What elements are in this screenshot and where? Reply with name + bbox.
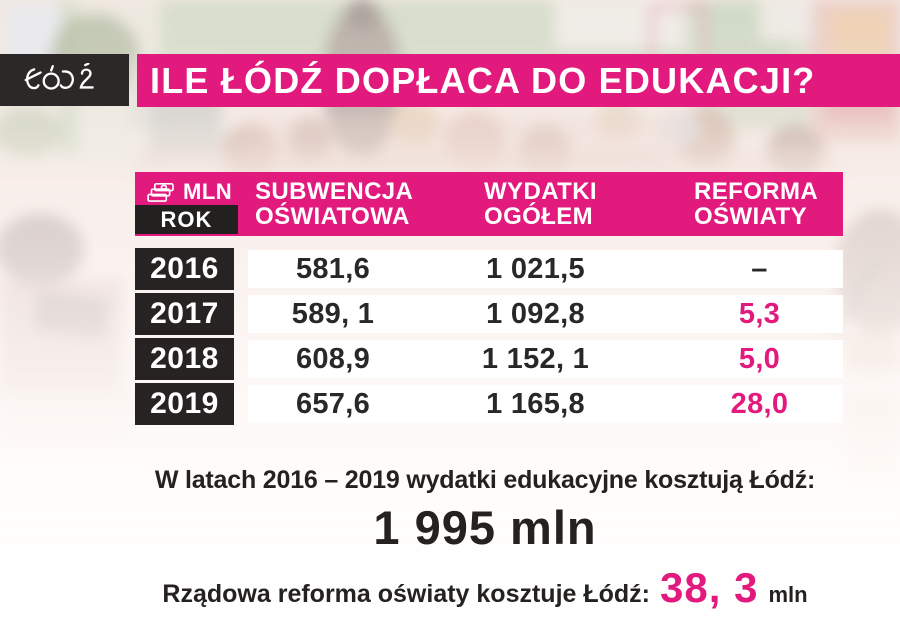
table-header: MLN ROK SUBWENCJA OŚWIATOWA WYDATKI OGÓŁ… [135, 172, 843, 236]
year-cell: 2016 [135, 248, 234, 290]
subwencja-value: 657,6 [295, 387, 371, 420]
reforma-value: 5,0 [738, 342, 781, 375]
year-cell: 2019 [135, 383, 234, 425]
subwencja-value: 608,9 [295, 342, 371, 375]
subwencja-value: 589, 1 [291, 297, 375, 330]
column-header-reforma: REFORMA OŚWIATY [694, 178, 819, 230]
summary-line1: W latach 2016 – 2019 wydatki edukacyjne … [154, 466, 816, 494]
wydatki-value: 1 092,8 [486, 297, 585, 330]
reforma-value: – [751, 252, 768, 285]
lodz-logo-box [0, 54, 129, 106]
summary-total: 1 995 mln [373, 501, 597, 554]
values-bar: 581,6 1 021,5 – [248, 250, 843, 288]
reform-total-unit: mln [768, 582, 808, 607]
row-header-label: ROK [135, 205, 238, 234]
table-row-2018: 2018 608,9 1 152, 1 5,0 [135, 338, 843, 380]
table-row-2017: 2017 589, 1 1 092,8 5,3 [135, 293, 843, 335]
unit-corner: MLN [147, 179, 232, 205]
title-bar: ILE ŁÓDŹ DOPŁACA DO EDUKACJI? [137, 54, 900, 107]
table-row-2019: 2019 657,6 1 165,8 28,0 [135, 383, 843, 425]
wydatki-value: 1 021,5 [486, 252, 585, 285]
table-row-2016: 2016 581,6 1 021,5 – [135, 248, 843, 290]
reforma-value: 5,3 [738, 297, 781, 330]
column-header-subwencja: SUBWENCJA OŚWIATOWA [255, 178, 414, 230]
year-cell: 2018 [135, 338, 234, 380]
page-title: ILE ŁÓDŹ DOPŁACA DO EDUKACJI? [150, 59, 816, 101]
wydatki-value: 1 165,8 [486, 387, 585, 420]
unit-label: MLN [183, 179, 233, 204]
values-bar: 589, 1 1 092,8 5,3 [248, 295, 843, 333]
table-rows: 2016 581,6 1 021,5 – 2017 589, 1 1 092,8… [135, 248, 843, 428]
values-bar: 657,6 1 165,8 28,0 [248, 385, 843, 423]
summary-section: W latach 2016 – 2019 wydatki edukacyjne … [131, 466, 839, 612]
banknotes-icon [147, 183, 174, 202]
column-header-wydatki: WYDATKI OGÓŁEM [484, 178, 598, 230]
wydatki-value: 1 152, 1 [481, 342, 590, 375]
lodz-logo [24, 63, 94, 90]
subwencja-value: 581,6 [295, 252, 371, 285]
reforma-value: 28,0 [730, 387, 789, 420]
summary-line2-prefix: Rządowa reforma oświaty kosztuje Łódź: [162, 580, 651, 608]
reform-total-value: 38, 3 [660, 564, 759, 611]
summary-line2: Rządowa reforma oświaty kosztuje Łódź: 3… [131, 564, 839, 612]
values-bar: 608,9 1 152, 1 5,0 [248, 340, 843, 378]
year-cell: 2017 [135, 293, 234, 335]
